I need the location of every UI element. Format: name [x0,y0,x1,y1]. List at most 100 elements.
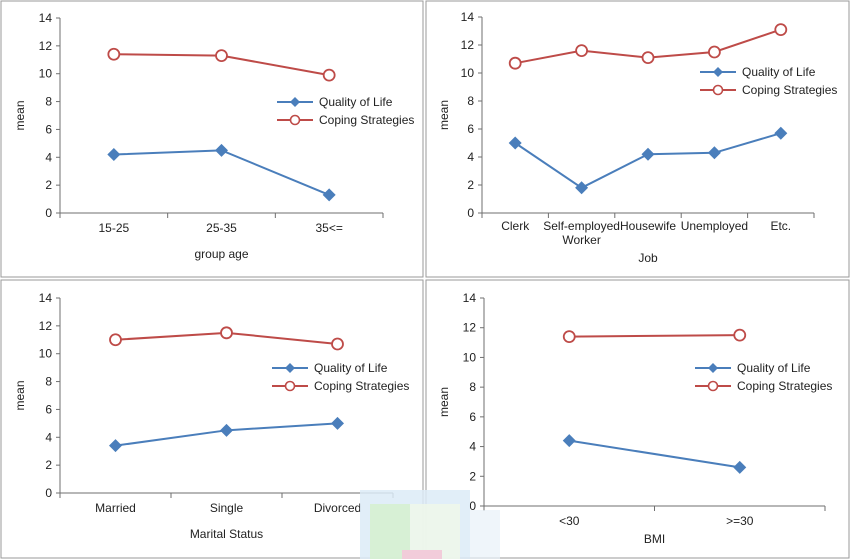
legend-marker [285,363,295,373]
y-tick-label: 8 [469,380,476,394]
legend: Quality of Life Coping Strategies [272,361,409,393]
panel-border [425,279,850,559]
legend-label: Coping Strategies [319,113,414,127]
data-point-coping-strategies [575,44,588,57]
legend-label: Coping Strategies [314,379,409,393]
y-tick-label: 6 [469,410,476,424]
y-tick-label: 4 [45,430,52,444]
data-point-coping-strategies [107,47,121,61]
legend-label: Coping Strategies [742,83,837,97]
legend-label: Quality of Life [742,65,816,79]
legend-marker [290,97,300,107]
data-point-coping-strategies [641,51,655,64]
x-tick-label: Housewife [620,219,676,233]
y-tick-label: 6 [467,122,474,136]
y-axis-title: mean [437,100,451,130]
data-point-coping-strategies [774,23,788,37]
y-tick-label: 2 [45,458,52,472]
legend-label: Quality of Life [314,361,388,375]
y-tick-label: 12 [461,38,475,52]
y-tick-label: 14 [39,11,53,25]
legend-marker [712,84,724,96]
y-axis-title: mean [13,100,27,130]
x-tick-label: Married [95,501,136,515]
data-point-quality-of-life [331,416,344,430]
data-point-quality-of-life [707,146,721,160]
y-tick-label: 14 [463,291,477,305]
x-tick-label: 15-25 [98,221,129,235]
legend-marker [708,363,718,373]
x-axis-title: group age [194,247,248,261]
data-point-quality-of-life [322,188,336,202]
y-tick-label: 2 [467,178,474,192]
x-tick-label: Self-employed [543,219,620,233]
y-tick-label: 8 [467,94,474,108]
y-tick-label: 12 [39,319,53,333]
y-axis-title: mean [13,380,27,410]
y-tick-label: 0 [467,206,474,220]
legend: Quality of Life Coping Strategies [277,95,414,127]
x-tick-label: 35<= [315,221,342,235]
x-tick-label: Worker [562,233,600,247]
panel-border [0,279,424,559]
data-point-quality-of-life [774,126,788,140]
y-tick-label: 0 [45,206,52,220]
x-tick-label: Etc. [770,219,791,233]
chart-panel-1: 0 2 4 6 8 10 12 14 15-25 25-35 35<= group age mean Qu… [0,0,424,278]
y-tick-label: 14 [461,10,475,24]
y-tick-label: 4 [467,150,474,164]
x-tick-label: Divorced [314,501,361,515]
data-point-coping-strategies [562,330,576,344]
y-tick-label: 2 [45,178,52,192]
legend: Quality of Life Coping Strategies [700,65,837,97]
legend-label: Quality of Life [319,95,393,109]
y-tick-label: 6 [45,402,52,416]
data-point-coping-strategies [215,49,228,63]
x-tick-label: 25-35 [206,221,237,235]
y-tick-label: 8 [45,375,52,389]
x-tick-label: <30 [559,514,580,528]
y-tick-label: 14 [39,291,53,305]
data-point-coping-strategies [708,45,721,59]
x-tick-label: Single [210,501,244,515]
x-axis-title: Marital Status [190,527,263,541]
y-tick-label: 10 [463,350,477,364]
data-point-quality-of-life [215,143,228,157]
data-point-quality-of-life [575,181,589,195]
y-axis-title: mean [437,387,451,417]
x-tick-label: >=30 [726,514,754,528]
series-line-coping-strategies [569,334,740,338]
y-tick-label: 10 [39,67,53,81]
y-tick-label: 0 [45,486,52,500]
data-point-coping-strategies [220,326,233,340]
y-tick-label: 8 [45,95,52,109]
chart-panel-3: 0 2 4 6 8 10 12 14 Married Single Divorced Marital … [0,279,424,559]
data-point-coping-strategies [733,328,747,342]
series-line-quality-of-life [113,149,330,196]
data-point-coping-strategies [109,333,122,347]
y-tick-label: 4 [469,440,476,454]
y-tick-label: 4 [45,150,52,164]
legend-marker [707,380,719,392]
legend: Quality of Life Coping Strategies [695,361,832,393]
y-tick-label: 10 [461,66,475,80]
y-tick-label: 6 [45,122,52,136]
legend-marker [713,67,723,77]
legend-marker [289,114,301,126]
data-point-quality-of-life [109,439,122,453]
x-tick-label: Clerk [501,219,530,233]
data-point-coping-strategies [322,68,336,82]
data-point-quality-of-life [641,147,655,161]
data-point-quality-of-life [220,423,233,437]
series-line-quality-of-life [569,439,740,469]
data-point-quality-of-life [107,148,121,161]
y-tick-label: 2 [469,469,476,483]
legend-label: Quality of Life [737,361,811,375]
data-point-quality-of-life [733,460,747,474]
data-point-quality-of-life [508,136,522,150]
x-axis-title: BMI [644,532,665,546]
legend-label: Coping Strategies [737,379,832,393]
data-point-coping-strategies [508,56,522,70]
data-point-quality-of-life [562,434,576,448]
